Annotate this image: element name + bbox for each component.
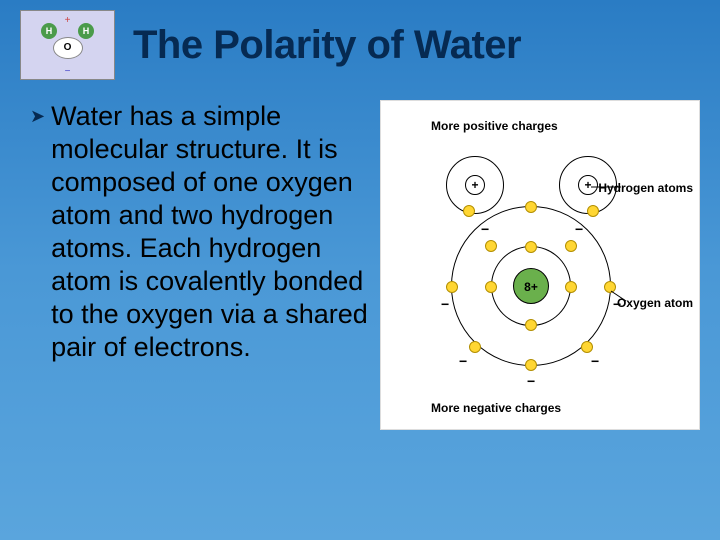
electron-icon [565, 240, 577, 252]
negative-sign: − [527, 373, 535, 389]
electron-icon [463, 205, 475, 217]
negative-sign: − [441, 296, 449, 312]
electron-icon [525, 201, 537, 213]
thumb-hydrogen-right: H [78, 23, 94, 39]
thumb-hydrogen-left: H [41, 23, 57, 39]
electron-icon [581, 341, 593, 353]
electron-icon [604, 281, 616, 293]
thumb-oxygen: O [53, 37, 83, 59]
slide-title: The Polarity of Water [133, 23, 521, 68]
negative-sign: − [613, 296, 621, 312]
thumb-minus-sign: − [65, 66, 71, 77]
electron-icon [469, 341, 481, 353]
electron-icon [485, 240, 497, 252]
electron-icon [446, 281, 458, 293]
bullet-text: Water has a simple molecular structure. … [51, 100, 370, 364]
electron-icon [565, 281, 577, 293]
electron-icon [525, 241, 537, 253]
bullet-marker-icon: ➤ [30, 106, 45, 127]
electron-icon [525, 359, 537, 371]
hydrogen-core-left: + [465, 175, 485, 195]
label-oxygen-atom: Oxygen atom [617, 296, 693, 310]
negative-sign: − [481, 221, 489, 237]
negative-sign: − [591, 353, 599, 369]
oxygen-core: 8+ [513, 268, 549, 304]
bullet-block: ➤ Water has a simple molecular structure… [30, 100, 370, 364]
electron-icon [587, 205, 599, 217]
label-more-negative: More negative charges [431, 401, 561, 415]
electron-icon [485, 281, 497, 293]
negative-sign: − [575, 221, 583, 237]
polarity-diagram: More positive charges Hydrogen atoms Oxy… [380, 100, 700, 430]
water-molecule-thumbnail: + H H O − [20, 10, 115, 80]
hydrogen-core-right: + [578, 175, 598, 195]
label-more-positive: More positive charges [431, 119, 558, 133]
thumb-plus-sign: + [65, 15, 71, 26]
negative-sign: − [459, 353, 467, 369]
electron-icon [525, 319, 537, 331]
